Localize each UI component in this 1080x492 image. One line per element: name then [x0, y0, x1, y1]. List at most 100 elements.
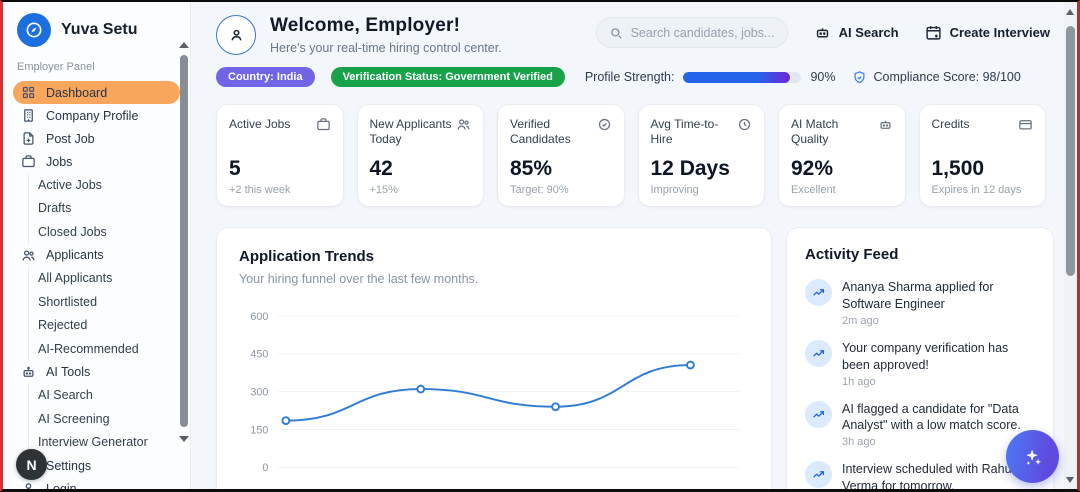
robot-icon [814, 24, 831, 41]
sidebar: Yuva Setu Employer Panel Dashboard Compa… [3, 2, 191, 489]
stat-card-verified-candidates[interactable]: Verified Candidates 85% Target: 90% [497, 104, 625, 207]
compliance-score: Compliance Score: 98/100 [852, 70, 1021, 85]
sidebar-item-ai-recommended[interactable]: AI-Recommended [38, 341, 139, 356]
activity-time: 1h ago [842, 375, 876, 388]
scroll-up-arrow-icon[interactable] [179, 42, 189, 48]
ai-search-button[interactable]: AI Search [814, 24, 899, 41]
stat-subtext: Target: 90% [510, 184, 569, 196]
page-scrollbar[interactable] [1064, 2, 1077, 489]
sidebar-section-label: Employer Panel [17, 61, 95, 73]
robot-icon [21, 365, 36, 380]
profile-strength: Profile Strength: 90% [585, 70, 836, 84]
stat-card-new-applicants[interactable]: New Applicants Today 42 +15% [356, 104, 484, 207]
briefcase-icon [21, 154, 36, 169]
ai-assistant-fab[interactable] [1006, 430, 1059, 483]
activity-feed-title: Activity Feed [805, 246, 899, 263]
stat-subtext: +15% [369, 184, 398, 196]
sidebar-item-label: Applicants [46, 248, 104, 262]
user-icon [21, 481, 36, 489]
activity-text: Interview scheduled with Rahul Verma for… [842, 462, 1015, 489]
sidebar-item-shortlisted[interactable]: Shortlisted [38, 294, 98, 309]
activity-text: Your company verification has been appro… [842, 340, 1009, 372]
search-input[interactable] [630, 25, 775, 40]
stat-subtext: Excellent [791, 184, 836, 196]
sidebar-item-label: Company Profile [46, 108, 139, 123]
applicants-sub-list: All Applicants Shortlisted Rejected AI-R… [28, 266, 180, 361]
scroll-down-arrow-icon[interactable] [1066, 477, 1074, 483]
stat-value: 12 Days [650, 157, 730, 180]
briefcase-icon [316, 117, 331, 132]
verification-status-badge: Verification Status: Government Verified [330, 67, 565, 87]
stat-card-ai-match-quality[interactable]: AI Match Quality 92% Excellent [778, 104, 906, 207]
notification-overlay-badge[interactable]: N [16, 449, 47, 480]
sidebar-item-ai-screening[interactable]: AI Screening [38, 411, 110, 426]
search-icon [609, 26, 623, 40]
sidebar-scrollbar-thumb[interactable] [180, 55, 188, 427]
sidebar-item-post-job[interactable]: Post Job [13, 127, 180, 150]
activity-item[interactable]: Interview scheduled with Rahul Verma for… [805, 461, 1035, 489]
dashboard-grid-icon [21, 85, 36, 100]
sidebar-item-ai-tools[interactable]: AI Tools [13, 361, 180, 384]
activity-item[interactable]: Your company verification has been appro… [805, 339, 1035, 388]
stat-card-active-jobs[interactable]: Active Jobs 5 +2 this week [216, 104, 344, 207]
sidebar-item-label: Post Job [46, 131, 95, 146]
page-header: Welcome, Employer! Here's your real-time… [216, 15, 1050, 55]
stat-card-credits[interactable]: Credits 1,500 Expires in 12 days [918, 104, 1046, 207]
profile-strength-fill [683, 71, 790, 83]
stat-value: 92% [791, 157, 834, 180]
stat-card-avg-time-to-hire[interactable]: Avg Time-to-Hire 12 Days Improving [637, 104, 765, 207]
sidebar-item-drafts[interactable]: Drafts [38, 201, 72, 216]
svg-text:450: 450 [250, 349, 268, 361]
sidebar-item-ai-search[interactable]: AI Search [38, 388, 93, 403]
activity-item[interactable]: AI flagged a candidate for "Data Analyst… [805, 400, 1035, 448]
stat-value: 5 [229, 157, 241, 180]
stat-subtext: +2 this week [229, 184, 291, 196]
stat-subtext: Improving [650, 184, 699, 196]
building-icon [21, 108, 36, 123]
credit-card-icon [1018, 117, 1033, 132]
svg-text:600: 600 [250, 311, 268, 323]
welcome-text: Welcome, Employer! Here's your real-time… [270, 15, 502, 55]
sidebar-item-interview-generator[interactable]: Interview Generator [38, 435, 148, 450]
file-plus-icon [21, 131, 36, 146]
sidebar-item-label: AI Tools [46, 365, 91, 379]
sidebar-item-closed-jobs[interactable]: Closed Jobs [38, 224, 107, 239]
scroll-down-arrow-icon[interactable] [179, 436, 189, 442]
sidebar-item-label: Settings [46, 458, 92, 473]
stat-title: Active Jobs [229, 117, 291, 131]
page-subtitle: Here's your real-time hiring control cen… [270, 41, 502, 55]
activity-item[interactable]: Ananya Sharma applied for Software Engin… [805, 279, 1035, 327]
sidebar-item-jobs[interactable]: Jobs [13, 150, 180, 173]
svg-text:150: 150 [250, 424, 268, 436]
users-icon [21, 248, 36, 263]
status-badges-row: Country: India Verification Status: Gove… [216, 67, 1050, 87]
check-circle-icon [597, 117, 612, 132]
sidebar-item-all-applicants[interactable]: All Applicants [38, 271, 113, 286]
sidebar-item-active-jobs[interactable]: Active Jobs [38, 177, 102, 192]
sidebar-item-rejected[interactable]: Rejected [38, 318, 88, 333]
profile-strength-label: Profile Strength: [584, 70, 675, 84]
stat-value: 1,500 [931, 157, 985, 180]
header-actions: AI Search Create Interview [595, 17, 1050, 48]
stat-title: Avg Time-to-Hire [650, 117, 719, 146]
sidebar-item-dashboard[interactable]: Dashboard [13, 81, 180, 104]
create-interview-button[interactable]: Create Interview [925, 24, 1050, 41]
scroll-up-arrow-icon[interactable] [1066, 9, 1074, 15]
activity-list: Ananya Sharma applied for Software Engin… [805, 279, 1035, 489]
trending-up-icon [805, 339, 832, 367]
sidebar-nav: Dashboard Company Profile Post Job Jobs [3, 81, 190, 489]
search-box[interactable] [595, 17, 788, 48]
sidebar-item-login[interactable]: Login [13, 477, 180, 489]
activity-text: Ananya Sharma applied for Software Engin… [842, 280, 994, 311]
create-interview-label: Create Interview [949, 25, 1050, 40]
trending-up-icon [805, 279, 832, 306]
robot-icon [878, 117, 893, 132]
stat-title: Credits [931, 117, 970, 131]
page-scrollbar-thumb[interactable] [1066, 26, 1075, 276]
sidebar-scrollbar[interactable] [179, 42, 189, 442]
sidebar-item-applicants[interactable]: Applicants [13, 244, 180, 267]
content-row: Application Trends Your hiring funnel ov… [216, 227, 1054, 489]
sidebar-item-company-profile[interactable]: Company Profile [13, 104, 180, 127]
ai-search-label: AI Search [838, 25, 899, 40]
